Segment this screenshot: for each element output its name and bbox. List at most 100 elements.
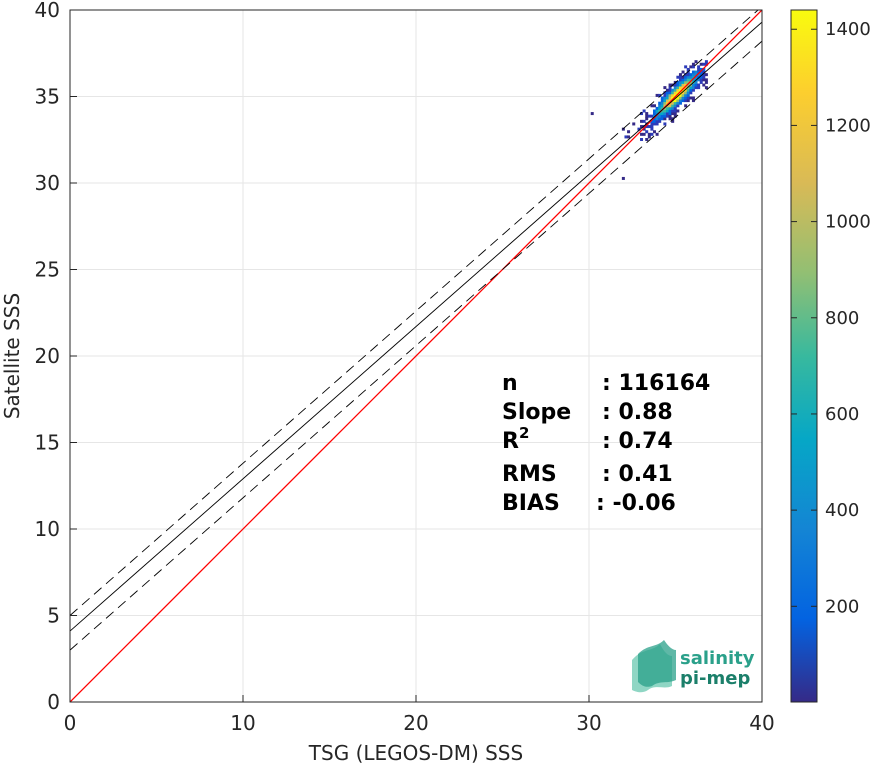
- density-cell: [702, 62, 706, 66]
- density-cell: [678, 93, 682, 97]
- density-cell: [691, 73, 695, 77]
- density-cell: [658, 119, 662, 123]
- density-cell: [681, 88, 685, 92]
- density-cell: [668, 104, 672, 108]
- density-cell: [673, 114, 677, 118]
- density-cell: [671, 91, 675, 95]
- density-cell: [653, 130, 657, 134]
- density-cell: [704, 62, 708, 66]
- density-cell: [645, 138, 649, 142]
- salinity-pimep-logo: salinity pi-mep: [632, 640, 755, 693]
- density-cell: [678, 78, 682, 82]
- density-cell: [691, 83, 695, 87]
- density-cell: [658, 93, 662, 97]
- density-cell: [678, 86, 682, 90]
- density-cell: [699, 67, 703, 71]
- density-cell: [697, 83, 701, 87]
- density-cell: [691, 78, 695, 82]
- density-cell: [681, 78, 685, 82]
- density-cell: [663, 109, 667, 113]
- density-cell: [676, 99, 680, 103]
- density-cell: [673, 106, 677, 110]
- density-cell: [694, 80, 698, 84]
- density-cell: [640, 119, 644, 123]
- regression-fit-line: [70, 21, 762, 632]
- y-tick-label: 25: [35, 258, 60, 282]
- density-cell: [704, 86, 708, 90]
- density-cell: [684, 80, 688, 84]
- density-cell: [676, 91, 680, 95]
- density-cell: [663, 112, 667, 116]
- density-cell: [691, 65, 695, 69]
- density-cell: [694, 83, 698, 87]
- density-cell: [697, 70, 701, 74]
- density-cell: [650, 125, 654, 129]
- density-cell: [655, 112, 659, 116]
- density-cell: [627, 135, 631, 139]
- logo-line2: pi-mep: [680, 668, 750, 689]
- density-cell: [668, 93, 672, 97]
- density-cell: [658, 109, 662, 113]
- density-cell: [645, 130, 649, 134]
- density-cell: [665, 88, 669, 92]
- density-cell: [686, 83, 690, 87]
- density-cell: [676, 88, 680, 92]
- density-cell: [676, 104, 680, 108]
- density-cell: [642, 125, 646, 129]
- density-cell: [684, 93, 688, 97]
- density-cell: [686, 73, 690, 77]
- y-tick-label: 15: [35, 431, 60, 455]
- density-cell: [647, 132, 651, 136]
- density-cell: [663, 122, 667, 126]
- colorbar-tick-label: 200: [825, 596, 859, 617]
- density-cell: [704, 73, 708, 77]
- density-cell: [676, 75, 680, 79]
- density-cell: [673, 101, 677, 105]
- density-cell: [702, 67, 706, 71]
- density-cell: [653, 109, 657, 113]
- density-cell: [684, 78, 688, 82]
- density-cell: [702, 75, 706, 79]
- density-cell: [678, 96, 682, 100]
- logo-line1: salinity: [680, 648, 755, 669]
- density-cell: [678, 88, 682, 92]
- density-cell: [681, 86, 685, 90]
- density-cell: [681, 83, 685, 87]
- density-cell: [660, 109, 664, 113]
- density-cell: [665, 96, 669, 100]
- density-cell: [676, 93, 680, 97]
- density-cell: [697, 65, 701, 69]
- density-cell: [653, 119, 657, 123]
- density-cell: [684, 75, 688, 79]
- density-cell: [691, 70, 695, 74]
- density-cell: [660, 96, 664, 100]
- density-cell: [676, 109, 680, 113]
- y-tick-label: 20: [35, 344, 60, 368]
- density-cell: [686, 88, 690, 92]
- density-cell: [655, 114, 659, 118]
- density-cell: [640, 125, 644, 129]
- y-tick-label: 35: [35, 85, 60, 109]
- density-cell: [678, 91, 682, 95]
- density-cell: [699, 62, 703, 66]
- x-tick-label: 0: [64, 711, 77, 735]
- density-cell: [665, 114, 669, 118]
- density-cell: [671, 104, 675, 108]
- density-cell: [684, 86, 688, 90]
- density-cell: [665, 101, 669, 105]
- density-cell: [660, 99, 664, 103]
- density-cell: [691, 99, 695, 103]
- density-cell: [660, 101, 664, 105]
- density-cell: [627, 130, 631, 134]
- density-cell: [655, 93, 659, 97]
- density-cell: [686, 99, 690, 103]
- y-axis-label: Satellite SSS: [0, 293, 24, 419]
- density-cell: [668, 109, 672, 113]
- density-cell: [691, 96, 695, 100]
- density-cell: [655, 122, 659, 126]
- y-axis-ticks: 0 5 10 15 20 25 30 35 40: [35, 0, 77, 714]
- stat-superscript: 2: [519, 424, 529, 442]
- density-cell: [678, 73, 682, 77]
- density-cell: [671, 106, 675, 110]
- density-cell: [686, 80, 690, 84]
